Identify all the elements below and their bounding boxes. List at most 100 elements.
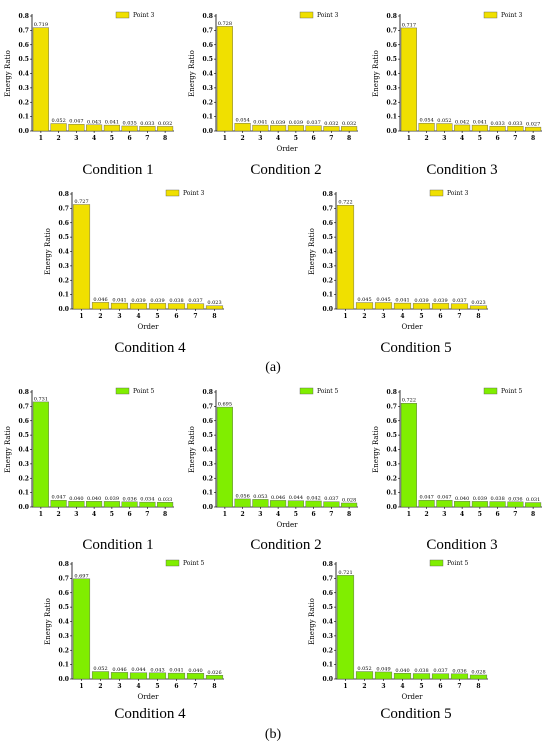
bar-chart-b3: Energy Ratio 0.0 0.1 0.2 0.3 0.4 0.5 0.6 0.7 0.8 0… [372,387,542,518]
x-tick-label-6: 6 [128,135,132,142]
bar-2 [418,123,435,132]
data-label-6: 0.038 [490,496,504,502]
data-label-2: 0.047 [51,495,65,501]
x-tick-label-7: 7 [145,135,149,142]
data-label-1: 0.719 [34,22,48,28]
x-tick-label-4: 4 [276,511,280,518]
legend-label: Point 3 [501,12,523,19]
y-tick-label: 0.0 [203,504,213,511]
legend-swatch [429,189,444,197]
x-tick-label-4: 4 [460,511,464,518]
x-tick-label-6: 6 [174,313,178,320]
x-tick-label-5: 5 [155,313,159,320]
data-label-7: 0.036 [452,668,466,674]
condition-label-b1: Condition 1 [82,537,154,553]
y-tick-label: 0.2 [387,475,397,482]
y-tick-label: 0.3 [19,461,29,468]
data-label-5: 0.039 [289,120,303,126]
x-tick-label-7: 7 [329,135,333,142]
x-tick-label-8: 8 [347,511,351,518]
y-tick-label: 0.3 [19,85,29,92]
data-label-7: 0.032 [324,121,338,127]
bar-6 [431,673,450,680]
data-label-4: 0.040 [395,668,409,674]
x-tick-label-4: 4 [136,683,140,690]
legend-label: Point 3 [133,12,155,19]
x-tick-label-4: 4 [276,135,280,142]
y-axis-label: Energy Ratio [372,50,380,97]
bar-7 [186,303,205,310]
bar-1 [216,26,233,132]
y-tick-label: 0.3 [203,85,213,92]
condition-label-b5: Condition 5 [380,706,452,722]
y-tick-label: 0.4 [19,71,29,78]
y-tick-label: 0.0 [387,504,397,511]
x-tick-label-7: 7 [145,511,149,518]
x-tick-label-7: 7 [513,135,517,142]
data-label-5: 0.039 [473,496,487,502]
x-tick-label-6: 6 [312,511,316,518]
data-label-6: 0.038 [169,298,183,304]
x-tick-label-1: 1 [223,511,227,518]
y-tick-label: 0.2 [19,99,29,106]
x-tick-label-7: 7 [513,511,517,518]
legend-swatch [483,11,498,19]
x-axis-label: Order [276,145,298,153]
data-label-3: 0.052 [437,118,451,124]
y-tick-label: 0.5 [19,432,29,439]
x-tick-label-6: 6 [496,511,500,518]
bar-2 [355,671,374,680]
data-label-4: 0.044 [131,667,145,673]
y-tick-label: 0.3 [323,633,333,640]
bar-7 [139,126,156,132]
y-tick-label: 0.5 [203,432,213,439]
x-tick-label-3: 3 [74,135,78,142]
bar-4 [454,501,471,508]
bar-6 [167,672,186,680]
x-tick-label-3: 3 [381,683,385,690]
bar-2 [91,302,110,310]
data-label-3: 0.047 [69,119,83,125]
y-tick-label: 0.0 [323,676,333,683]
condition-label-a3: Condition 3 [426,162,498,178]
data-label-4: 0.041 [395,298,409,304]
chart-panel-a2: Energy Ratio 0.0 0.1 0.2 0.3 0.4 0.5 0.6 0.7 0.8 0… [186,4,362,154]
x-tick-label-1: 1 [223,135,227,142]
legend-label: Point 5 [317,388,339,395]
data-label-8: 0.032 [342,121,356,127]
x-tick-label-4: 4 [400,313,404,320]
legend-swatch [299,387,314,395]
bar-7 [323,501,340,508]
bar-8 [157,126,174,132]
x-axis-label: Order [137,693,159,701]
data-label-3: 0.045 [376,297,390,303]
data-label-2: 0.047 [419,495,433,501]
part-label-a: (a) [265,360,281,375]
bar-2 [234,498,251,508]
bar-7 [507,126,524,132]
chart-panel-b4: Energy Ratio 0.0 0.1 0.2 0.3 0.4 0.5 0.6 0.7 0.8 0… [42,552,228,702]
x-tick-label-7: 7 [457,683,461,690]
x-tick-label-8: 8 [212,683,216,690]
y-tick-label: 0.1 [323,292,333,299]
data-label-3: 0.047 [437,495,451,501]
data-label-5: 0.043 [150,667,164,673]
x-tick-label-2: 2 [362,683,366,690]
data-label-1: 0.695 [218,402,232,408]
data-label-6: 0.037 [433,668,447,674]
x-tick-label-8: 8 [476,683,480,690]
bar-5 [412,673,431,680]
chart-panel-b1: Energy Ratio 0.0 0.1 0.2 0.3 0.4 0.5 0.6 0.7 0.8 0… [2,380,178,530]
bar-8 [469,674,488,680]
y-tick-label: 0.7 [19,403,29,410]
legend-swatch [165,559,180,567]
y-tick-label: 0.3 [59,633,69,640]
bar-4 [270,500,287,508]
y-tick-label: 0.5 [387,56,397,63]
y-tick-label: 0.4 [59,249,69,256]
bar-1 [400,27,417,132]
data-label-6: 0.041 [169,668,183,674]
data-label-7: 0.037 [188,298,202,304]
legend-swatch [429,559,444,567]
data-label-2: 0.052 [357,666,371,672]
